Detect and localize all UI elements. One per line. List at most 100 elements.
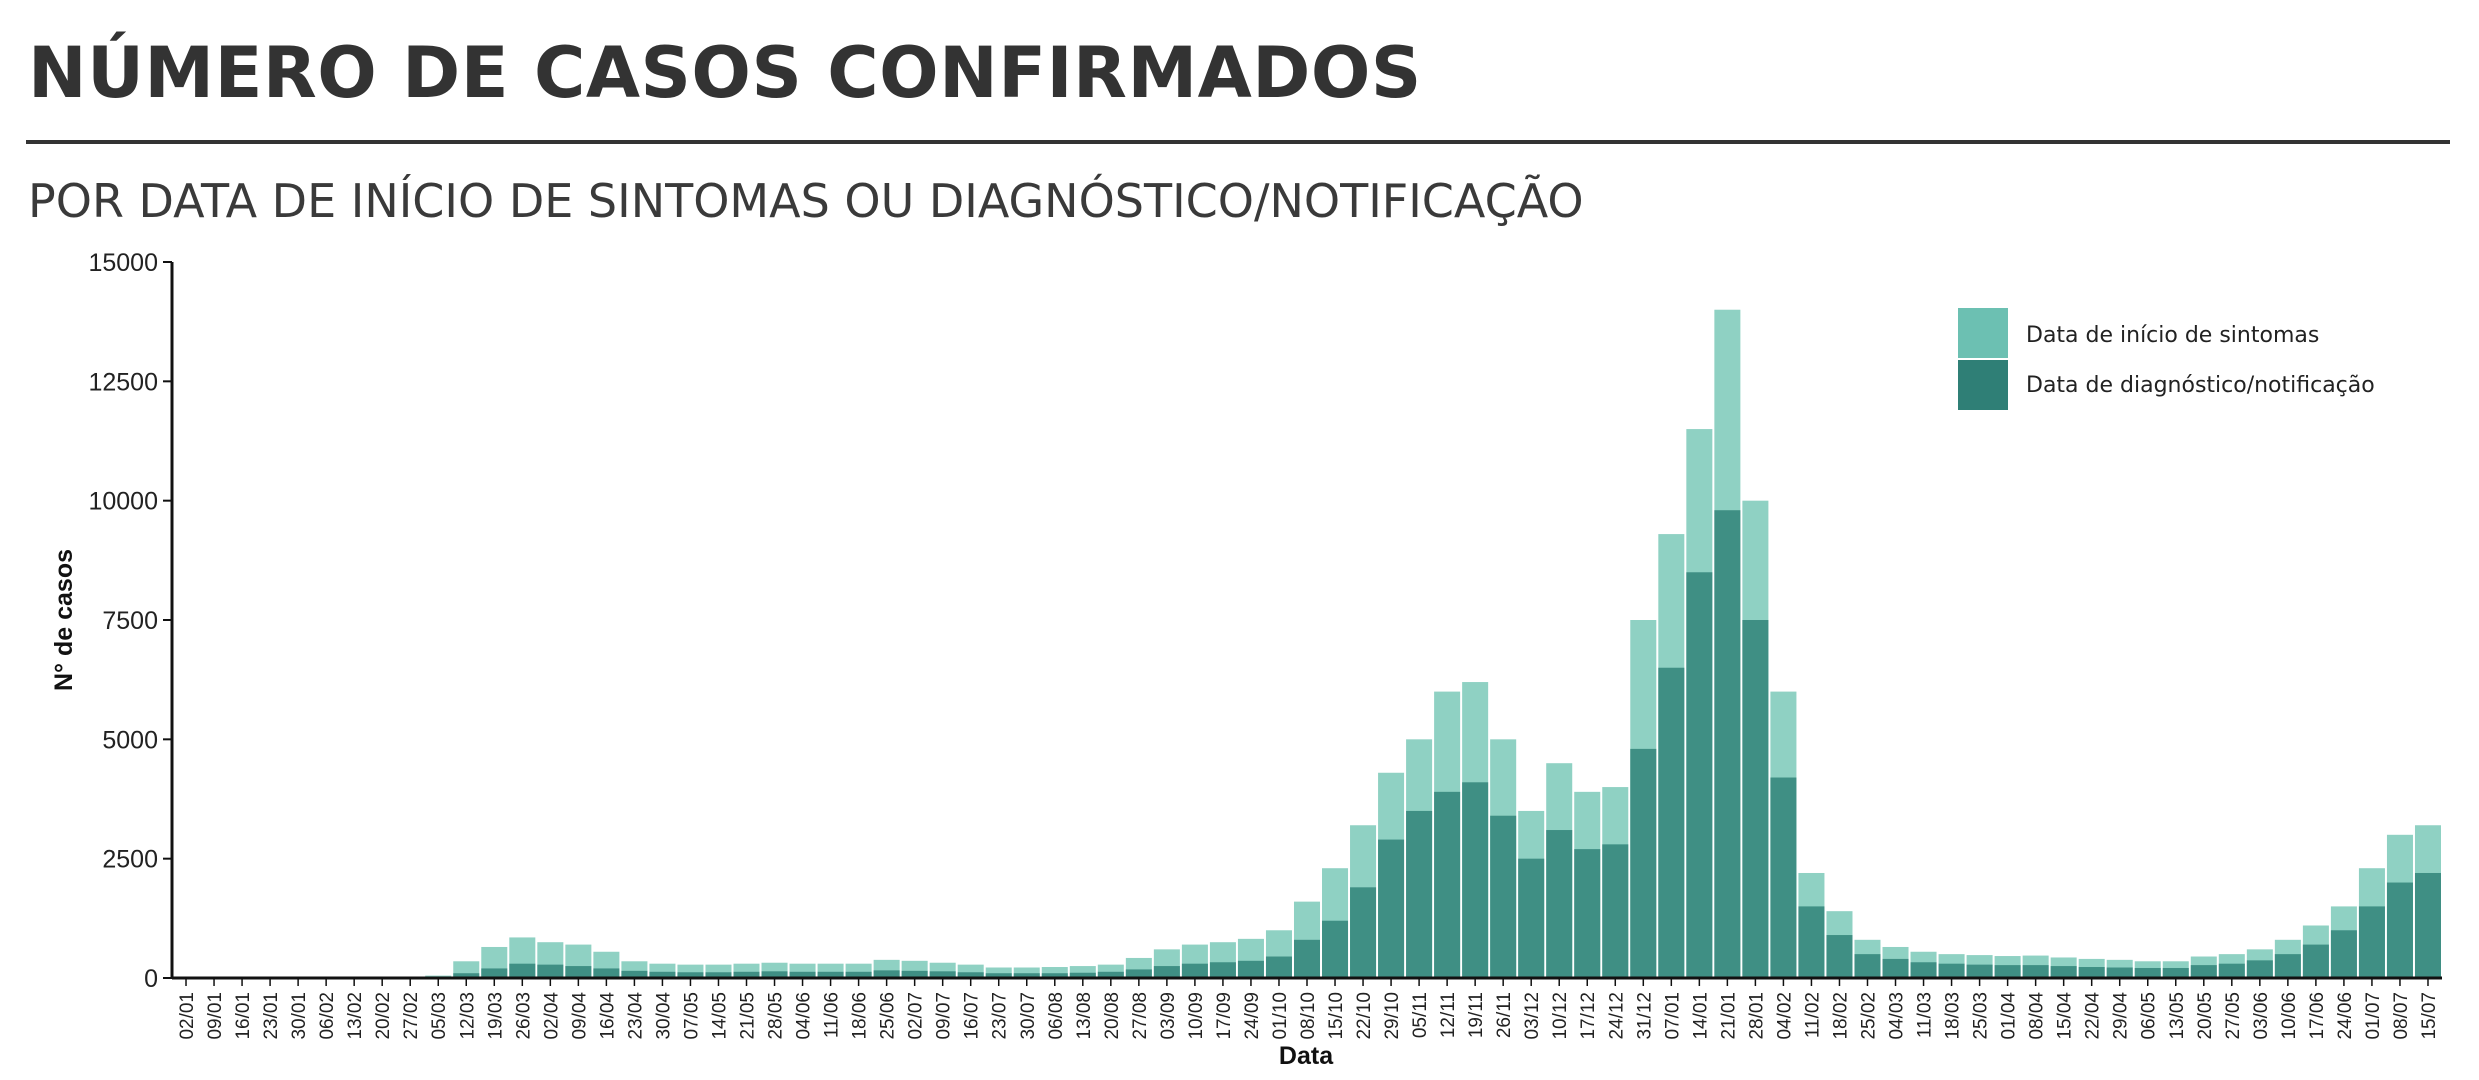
- x-tick-label: 04/02: [1774, 992, 1795, 1040]
- x-tick-label: 06/08: [1046, 992, 1067, 1040]
- x-tick-label: 01/07: [2363, 992, 2384, 1040]
- x-tick-label: 26/03: [513, 992, 534, 1040]
- bar-symptoms: [985, 967, 1012, 978]
- bar-diagnosis: [1798, 906, 1825, 978]
- bar-diagnosis: [2162, 967, 2189, 978]
- bar-diagnosis: [677, 972, 704, 978]
- x-tick-label: 22/04: [2083, 992, 2104, 1040]
- bar-diagnosis: [565, 966, 592, 978]
- x-tick-label: 09/01: [205, 992, 226, 1040]
- bar-symptoms: [1013, 967, 1040, 978]
- bar-diagnosis: [1097, 971, 1124, 978]
- legend-swatch-symptoms: [1958, 308, 2008, 358]
- bar-diagnosis: [2078, 967, 2105, 978]
- bar-diagnosis: [2414, 872, 2441, 978]
- x-tick-label: 31/12: [1634, 992, 1655, 1040]
- bar-diagnosis: [817, 971, 844, 978]
- x-tick-label: 21/05: [738, 992, 759, 1040]
- x-tick-label: 16/01: [233, 992, 254, 1040]
- x-tick-label: 17/09: [1214, 992, 1235, 1040]
- y-tick-label: 2500: [102, 846, 158, 874]
- bar-diagnosis: [1518, 858, 1545, 978]
- x-tick-label: 23/07: [990, 992, 1011, 1040]
- bar-diagnosis: [593, 968, 620, 978]
- chart-legend: Data de início de sintomas Data de diagn…: [1958, 308, 2375, 410]
- bar-diagnosis: [1854, 954, 1881, 978]
- x-tick-label: 17/12: [1578, 992, 1599, 1040]
- x-tick-label: 24/12: [1606, 992, 1627, 1040]
- x-tick-label: 13/02: [345, 992, 366, 1040]
- bar-diagnosis: [705, 972, 732, 978]
- y-tick-label: 15000: [88, 249, 158, 277]
- x-tick-label: 14/05: [709, 992, 730, 1040]
- x-tick-label: 20/05: [2195, 992, 2216, 1040]
- x-tick-label: 16/07: [962, 992, 983, 1040]
- bar-diagnosis: [1069, 972, 1096, 978]
- x-tick-label: 02/07: [906, 992, 927, 1040]
- bar-diagnosis: [1209, 962, 1236, 978]
- bar-diagnosis: [1658, 667, 1685, 978]
- bar-diagnosis: [1686, 572, 1713, 978]
- x-tick-label: 10/09: [1186, 992, 1207, 1040]
- bar-diagnosis: [509, 963, 536, 978]
- x-tick-label: 11/06: [822, 992, 843, 1038]
- x-tick-label: 03/06: [2251, 992, 2272, 1040]
- bar-diagnosis: [1882, 958, 1909, 978]
- bar-diagnosis: [1994, 965, 2021, 978]
- x-tick-label: 22/10: [1354, 992, 1375, 1040]
- y-tick-label: 10000: [88, 488, 158, 516]
- x-tick-label: 15/07: [2419, 992, 2440, 1040]
- x-tick-label: 11/02: [1802, 992, 1823, 1038]
- bar-diagnosis: [537, 964, 564, 978]
- x-tick-label: 01/10: [1270, 992, 1291, 1040]
- x-tick-label: 23/04: [625, 992, 646, 1040]
- bar-diagnosis: [845, 971, 872, 978]
- bar-diagnosis: [1125, 969, 1152, 978]
- x-tick-label: 29/10: [1382, 992, 1403, 1040]
- bar-diagnosis: [1237, 960, 1264, 978]
- x-tick-label: 28/05: [766, 992, 787, 1040]
- x-tick-label: 21/01: [1718, 992, 1739, 1040]
- bar-diagnosis: [1910, 962, 1937, 978]
- x-tick-label: 27/08: [1130, 992, 1151, 1040]
- bar-diagnosis: [1265, 956, 1292, 978]
- title-divider: [26, 140, 2450, 144]
- y-axis-ticks: 0 2500 5000 7500 10000 12500 15000: [88, 249, 172, 993]
- bar-diagnosis: [1293, 939, 1321, 978]
- bar-diagnosis: [1434, 791, 1461, 978]
- bar-diagnosis: [2218, 963, 2245, 978]
- x-tick-label: 20/02: [373, 992, 394, 1040]
- x-tick-label: 03/12: [1522, 992, 1543, 1040]
- x-tick-label: 08/10: [1298, 992, 1319, 1040]
- bar-diagnosis: [985, 973, 1012, 978]
- bar-diagnosis: [2358, 906, 2385, 978]
- bar-diagnosis: [1322, 920, 1349, 978]
- x-tick-label: 18/06: [850, 992, 871, 1040]
- x-tick-label: 08/07: [2391, 992, 2412, 1040]
- x-tick-label: 24/06: [2335, 992, 2356, 1040]
- x-tick-label: 08/04: [2027, 992, 2048, 1040]
- bar-diagnosis: [2106, 967, 2133, 978]
- x-tick-label: 18/03: [1943, 992, 1964, 1040]
- bar-diagnosis: [1013, 973, 1040, 978]
- x-tick-label: 25/03: [1971, 992, 1992, 1040]
- bar-diagnosis: [1041, 973, 1068, 978]
- bar-diagnosis: [2050, 966, 2077, 978]
- bar-diagnosis: [2386, 882, 2413, 978]
- legend-label-symptoms: Data de início de sintomas: [2026, 323, 2319, 348]
- x-axis-ticks: 02/01 09/01 16/01 23/01 30/01 06/02 13/02 20/02…: [177, 978, 2440, 1040]
- legend-label-diagnosis: Data de diagnóstico/notificação: [2026, 373, 2375, 398]
- bar-diagnosis: [1938, 963, 1965, 978]
- bar-diagnosis: [1181, 963, 1208, 978]
- bar-diagnosis: [1966, 964, 1993, 978]
- bar-diagnosis: [929, 971, 956, 978]
- x-tick-label: 10/06: [2279, 992, 2300, 1040]
- bar-diagnosis: [789, 971, 816, 978]
- bar-diagnosis: [1546, 830, 1573, 978]
- x-tick-label: 07/01: [1662, 992, 1683, 1040]
- bar-diagnosis: [481, 968, 508, 978]
- bar-diagnosis: [2274, 954, 2301, 978]
- bar-diagnosis: [1826, 935, 1853, 978]
- bar-diagnosis: [2246, 960, 2273, 978]
